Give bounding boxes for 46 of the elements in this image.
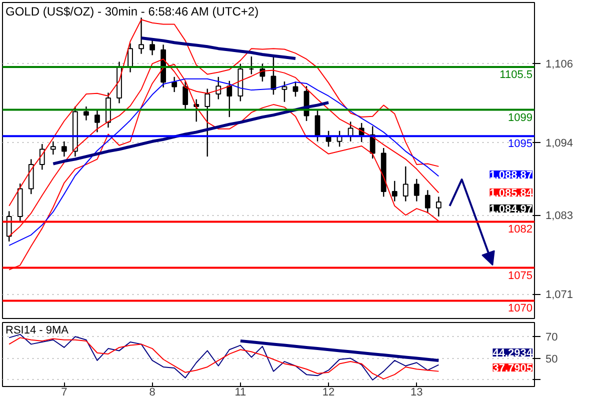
candlestick	[128, 42, 133, 73]
candlestick	[392, 180, 398, 202]
ref-line-label: 1075	[508, 270, 533, 282]
candlestick	[182, 80, 188, 110]
line-series	[8, 19, 440, 206]
y-tick-label: 1,094	[546, 138, 574, 150]
candlestick	[414, 178, 420, 202]
text: 1,085.84	[490, 188, 534, 200]
ref-line-label: 1082	[508, 224, 533, 236]
x-tick-label: 11	[234, 386, 246, 398]
candlestick	[204, 88, 210, 158]
candlestick	[61, 140, 67, 158]
y-tick-label: 1,083	[546, 210, 574, 222]
chart-title: GOLD (US$/OZ) - 30min - 6:58:46 AM (UTC+2)	[6, 4, 259, 18]
chart-title: RSI14 - 9MA	[6, 324, 70, 336]
line-series	[52, 101, 330, 166]
candlestick	[150, 38, 155, 56]
candlestick	[50, 140, 56, 156]
y-tick-label: 50	[546, 353, 558, 366]
x-tick-label: 12	[322, 386, 335, 398]
candlestick	[424, 190, 430, 214]
text: 37.7905	[492, 362, 533, 374]
candlestick	[172, 76, 178, 93]
x-tick-label: 8	[149, 386, 156, 398]
text: 1,088.87	[490, 170, 533, 182]
text: 1,084.97	[490, 204, 533, 216]
candlestick	[436, 196, 442, 218]
text: 44.2934	[492, 348, 534, 360]
x-tick-label: 7	[61, 386, 68, 398]
line-series	[140, 36, 297, 60]
candlestick	[226, 80, 232, 118]
candlestick	[402, 166, 408, 202]
ref-line-label: 1070	[508, 302, 533, 315]
y-tick-label: 70	[546, 332, 558, 344]
candlestick	[84, 106, 89, 121]
ref-line-label: 1099	[508, 112, 533, 124]
candlestick	[216, 76, 222, 100]
y-tick-label: 1,106	[546, 58, 574, 71]
candlestick	[94, 109, 100, 133]
ref-line-label: 1095	[508, 138, 533, 150]
y-tick-label: 1,071	[546, 289, 574, 302]
ref-line-label: 1105.5	[500, 69, 532, 82]
candlestick	[138, 17, 144, 54]
x-tick-label: 13	[410, 386, 423, 398]
candlestick	[292, 80, 298, 98]
candlestick	[282, 80, 288, 103]
